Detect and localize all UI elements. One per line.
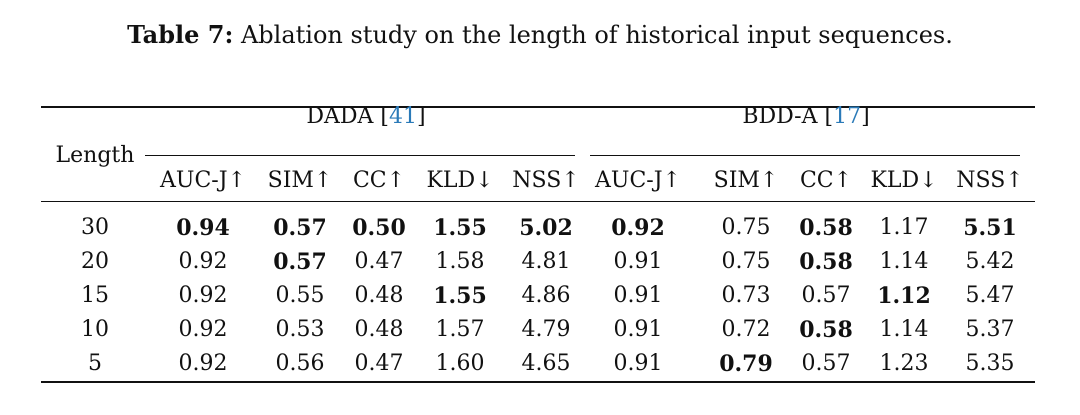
value-cell: 5.42 xyxy=(965,249,1015,274)
value-cell: 4.81 xyxy=(521,249,571,274)
value-cell: 0.56 xyxy=(275,351,325,376)
metric-header: NSS↑ xyxy=(512,168,580,193)
value-cell: 5.02 xyxy=(519,215,573,241)
value-cell: 1.55 xyxy=(433,283,487,309)
length-cell: 5 xyxy=(88,351,102,376)
group-header-bdda: BDD-A [17] xyxy=(686,102,926,132)
value-cell: 0.91 xyxy=(613,317,663,342)
value-cell: 0.55 xyxy=(275,283,325,308)
value-cell: 0.79 xyxy=(719,351,773,377)
citation-link[interactable]: 17 xyxy=(833,104,862,129)
value-cell: 1.58 xyxy=(435,249,485,274)
citation-link[interactable]: 41 xyxy=(389,104,418,129)
metric-header: KLD↓ xyxy=(870,168,938,193)
value-cell: 0.58 xyxy=(799,215,853,241)
value-cell: 4.65 xyxy=(521,351,571,376)
value-cell: 5.35 xyxy=(965,351,1015,376)
length-cell: 30 xyxy=(81,215,109,240)
value-cell: 1.17 xyxy=(879,215,929,240)
caption-label: Table 7: xyxy=(127,20,234,49)
metric-header: NSS↑ xyxy=(956,168,1024,193)
value-cell: 0.75 xyxy=(721,249,771,274)
value-cell: 5.51 xyxy=(963,215,1017,241)
value-cell: 0.92 xyxy=(178,249,228,274)
value-cell: 1.23 xyxy=(879,351,929,376)
value-cell: 0.91 xyxy=(613,351,663,376)
value-cell: 0.73 xyxy=(721,283,771,308)
group-rule-bdda xyxy=(590,155,1020,156)
metric-header: SIM↑ xyxy=(267,168,333,193)
value-cell: 0.47 xyxy=(354,249,404,274)
value-cell: 0.57 xyxy=(801,283,851,308)
value-cell: 5.37 xyxy=(965,317,1015,342)
length-cell: 15 xyxy=(81,283,109,308)
metric-header: CC↑ xyxy=(352,168,406,193)
value-cell: 5.47 xyxy=(965,283,1015,308)
value-cell: 0.58 xyxy=(799,249,853,275)
value-cell: 0.57 xyxy=(273,249,327,275)
value-cell: 0.75 xyxy=(721,215,771,240)
group-bracket: ] xyxy=(417,104,426,129)
group-name: DADA [ xyxy=(306,104,390,129)
value-cell: 0.57 xyxy=(273,215,327,241)
metric-header: CC↑ xyxy=(799,168,853,193)
value-cell: 0.48 xyxy=(354,283,404,308)
value-cell: 0.92 xyxy=(611,215,665,241)
value-cell: 0.50 xyxy=(352,215,406,241)
value-cell: 0.92 xyxy=(178,317,228,342)
metric-header: SIM↑ xyxy=(713,168,779,193)
caption-text: Ablation study on the length of historic… xyxy=(240,21,953,49)
metric-header: KLD↓ xyxy=(426,168,494,193)
group-rule-dada xyxy=(145,155,575,156)
value-cell: 0.58 xyxy=(799,317,853,343)
bottom-rule xyxy=(41,381,1035,383)
group-bracket: ] xyxy=(861,104,870,129)
length-cell: 10 xyxy=(81,317,109,342)
value-cell: 0.92 xyxy=(178,283,228,308)
metric-header: AUC-J↑ xyxy=(595,168,681,193)
value-cell: 0.72 xyxy=(721,317,771,342)
value-cell: 1.14 xyxy=(879,249,929,274)
value-cell: 0.48 xyxy=(354,317,404,342)
value-cell: 0.91 xyxy=(613,283,663,308)
row-header-length: Length xyxy=(55,143,135,168)
value-cell: 0.91 xyxy=(613,249,663,274)
group-name: BDD-A [ xyxy=(742,104,834,129)
value-cell: 1.14 xyxy=(879,317,929,342)
value-cell: 0.94 xyxy=(176,215,230,241)
value-cell: 1.57 xyxy=(435,317,485,342)
value-cell: 1.60 xyxy=(435,351,485,376)
value-cell: 0.53 xyxy=(275,317,325,342)
value-cell: 1.12 xyxy=(877,283,931,309)
top-rule xyxy=(41,106,1035,108)
value-cell: 4.79 xyxy=(521,317,571,342)
table-caption: Table 7: Ablation study on the length of… xyxy=(0,18,1080,52)
value-cell: 1.55 xyxy=(433,215,487,241)
group-header-dada: DADA [41] xyxy=(246,102,486,132)
length-cell: 20 xyxy=(81,249,109,274)
header-rule xyxy=(41,201,1035,202)
value-cell: 4.86 xyxy=(521,283,571,308)
value-cell: 0.92 xyxy=(178,351,228,376)
value-cell: 0.57 xyxy=(801,351,851,376)
metric-header: AUC-J↑ xyxy=(160,168,246,193)
value-cell: 0.47 xyxy=(354,351,404,376)
